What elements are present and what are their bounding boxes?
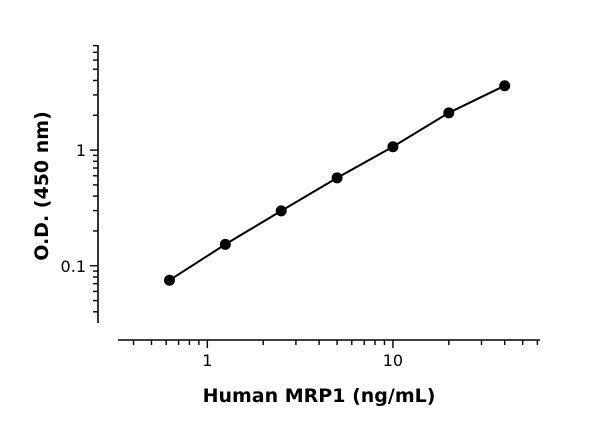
x-axis-title: Human MRP1 (ng/mL): [203, 385, 436, 407]
data-point: [275, 205, 287, 217]
y-tick-label: 0.1: [61, 257, 86, 276]
data-point: [219, 238, 231, 250]
data-point: [163, 274, 175, 286]
y-axis-title: O.D. (450 nm): [31, 111, 53, 261]
x-tick-label: 10: [383, 351, 403, 370]
data-point: [443, 107, 455, 119]
data-point: [387, 141, 399, 153]
y-tick-label: 1: [76, 141, 86, 160]
data-point: [499, 80, 511, 92]
x-tick-label: 1: [202, 351, 212, 370]
data-point: [331, 172, 343, 184]
data-points: [163, 80, 511, 286]
y-axis: 0.11: [61, 44, 99, 323]
x-axis: 1 10: [118, 339, 540, 370]
